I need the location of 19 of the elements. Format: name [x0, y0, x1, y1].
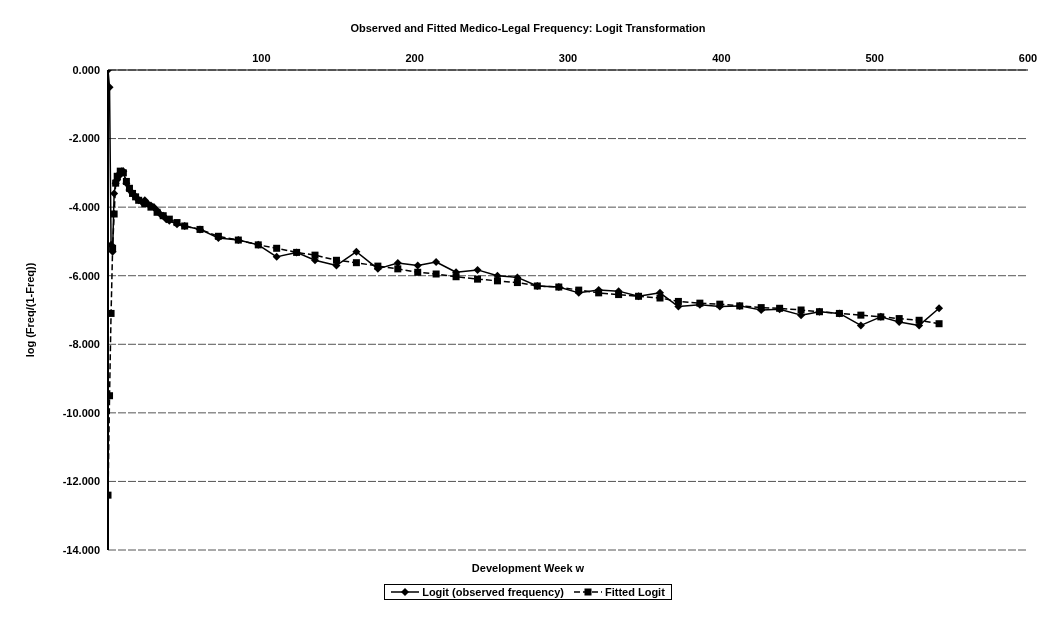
legend-label: Fitted Logit [603, 586, 665, 598]
x-tick-label: 600 [1018, 52, 1038, 64]
y-tick-label: -4.000 [68, 201, 100, 214]
y-tick-label: -2.000 [68, 132, 100, 145]
y-tick-label: -10.000 [62, 406, 100, 419]
x-tick-label: 300 [558, 52, 578, 64]
x-tick-label: 500 [865, 52, 884, 64]
y-tick-label: -14.000 [62, 543, 100, 556]
x-tick-label: 400 [712, 52, 731, 64]
x-axis-title: Development Week w [470, 562, 586, 574]
x-tick-label: 100 [252, 52, 271, 64]
y-axis-title: log (Freq/(1-Freq)) [23, 262, 36, 358]
chart-title: Observed and Fitted Medico-Legal Frequency: Logit Transformation [349, 22, 707, 34]
y-tick-label: -12.000 [62, 475, 100, 488]
y-tick-label: -6.000 [68, 269, 100, 282]
legend-label: Logit (observed frequency) [421, 586, 564, 598]
y-tick-label: 0.000 [72, 63, 100, 76]
y-tick-label: -8.000 [68, 338, 100, 351]
x-tick-label: 200 [405, 52, 424, 64]
